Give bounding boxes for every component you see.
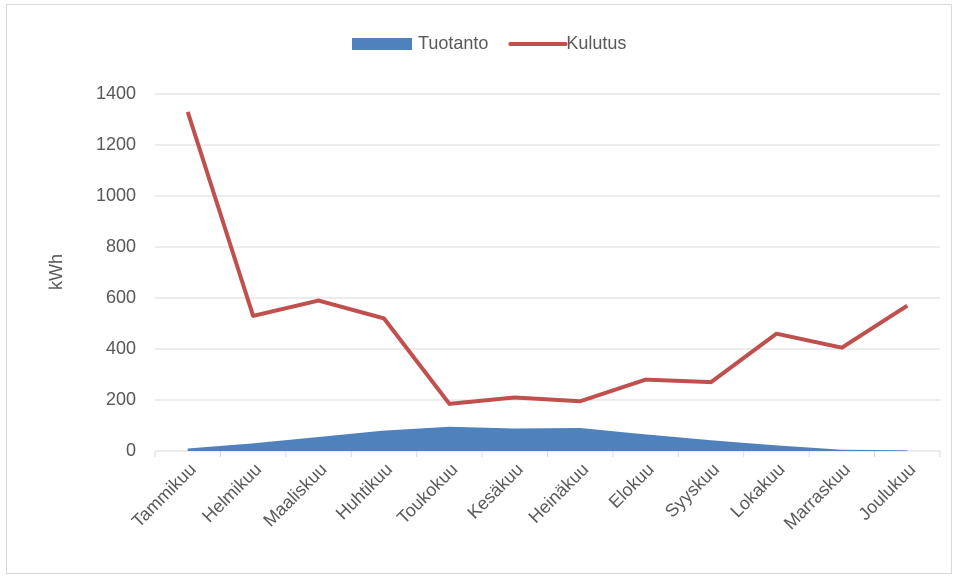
y-tick-label: 1400	[96, 83, 136, 103]
legend-swatch	[352, 38, 412, 50]
y-tick-label: 1000	[96, 185, 136, 205]
line	[185, 111, 909, 406]
y-axis-label: kWh	[46, 254, 66, 290]
y-tick-label: 400	[106, 338, 136, 358]
y-tick-label: 600	[106, 287, 136, 307]
y-tick-label: 1200	[96, 134, 136, 154]
legend-label: Tuotanto	[418, 33, 488, 53]
chart-frame	[6, 4, 952, 574]
legend-label: Kulutus	[566, 33, 626, 53]
y-tick-label: 0	[126, 440, 136, 460]
y-tick-label: 800	[106, 236, 136, 256]
y-tick-label: 200	[106, 389, 136, 409]
area	[187, 426, 908, 451]
